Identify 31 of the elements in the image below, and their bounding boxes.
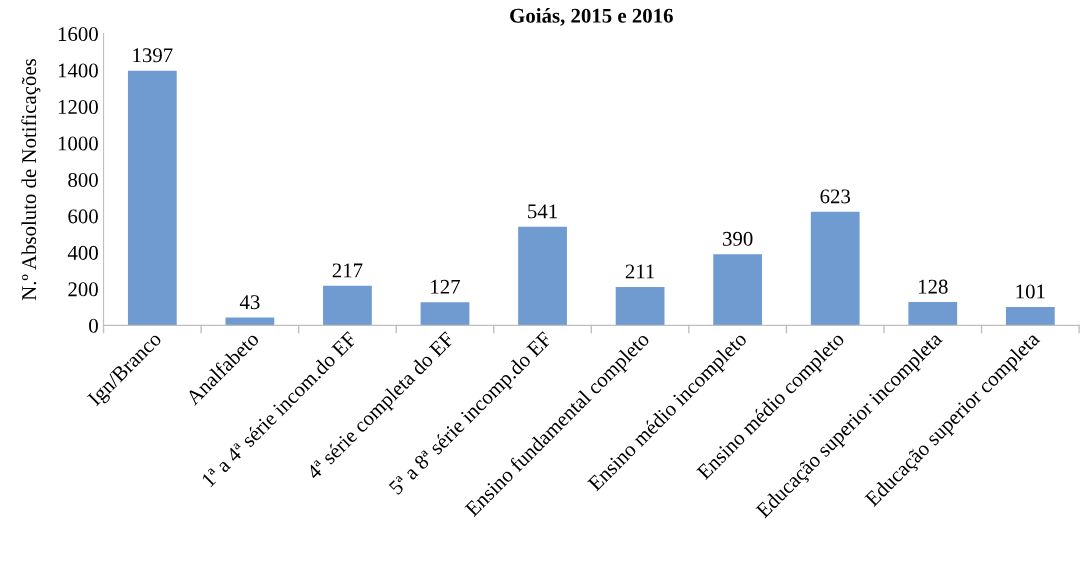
bar — [127, 70, 177, 326]
bar — [518, 226, 567, 326]
bar — [420, 302, 470, 326]
bar — [908, 302, 958, 326]
y-tick-label: 1000 — [58, 136, 98, 151]
y-tick-label: 400 — [67, 245, 98, 260]
bar — [810, 211, 860, 326]
y-tick-label: 0 — [89, 318, 98, 333]
y-tick-label: 200 — [68, 282, 98, 297]
data-label: 101 — [1016, 284, 1045, 299]
data-label: 541 — [528, 204, 557, 219]
y-tick-label: 600 — [68, 209, 98, 224]
y-axis-title: N.º Absoluto de Notificações — [21, 59, 41, 301]
y-tick-label: 1200 — [58, 99, 98, 115]
chart-title: Goiás, 2015 e 2016 — [510, 8, 673, 26]
y-tick-label: 800 — [68, 172, 98, 187]
y-tick-label: 1600 — [58, 27, 98, 42]
bar — [1005, 306, 1055, 326]
data-label: 1397 — [133, 48, 173, 63]
bar — [225, 317, 275, 326]
data-label: 217 — [332, 263, 363, 278]
data-label: 128 — [918, 279, 948, 294]
bar — [615, 286, 665, 326]
bar — [323, 285, 372, 326]
data-label: 211 — [625, 264, 655, 279]
data-label: 43 — [239, 295, 260, 310]
y-tick-label: 1400 — [58, 63, 98, 78]
data-label: 127 — [431, 279, 461, 294]
data-label: 623 — [820, 189, 851, 204]
bar — [713, 254, 763, 326]
data-label: 390 — [723, 231, 753, 246]
